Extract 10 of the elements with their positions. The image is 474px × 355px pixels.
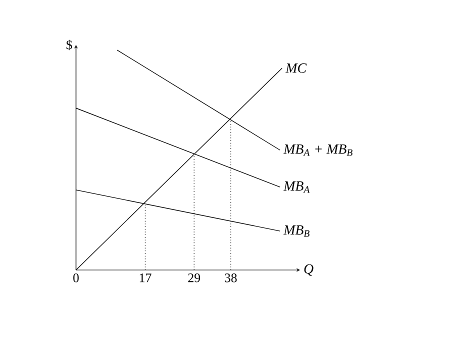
series-label: MC (285, 63, 307, 73)
series-label: MB$_{A}$ + MB$_{B}$ (283, 144, 352, 156)
x-tick-label: 38 (224, 274, 237, 282)
x-tick-label: 0 (73, 274, 79, 282)
series-label: MB$_{A}$ (283, 181, 310, 193)
y-axis-title: $ (66, 40, 72, 50)
x-tick-label: 29 (188, 274, 200, 282)
series-label: MB$_{B}$ (283, 225, 310, 237)
x-tick-label: 17 (140, 274, 152, 282)
x-axis-title: Q (304, 264, 314, 276)
